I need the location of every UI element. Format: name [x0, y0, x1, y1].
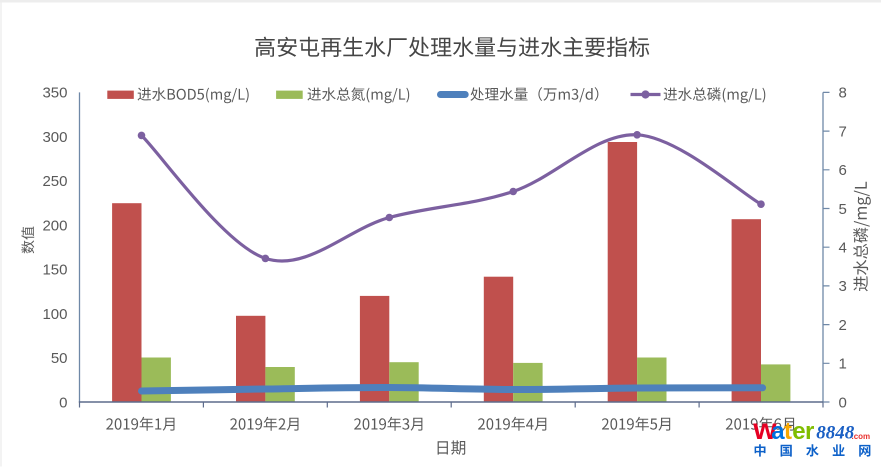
svg-text:.com: .com [852, 432, 871, 441]
svg-text:1: 1 [839, 356, 847, 373]
svg-text:e: e [792, 418, 805, 445]
svg-text:r: r [805, 418, 814, 445]
svg-text:2: 2 [839, 317, 847, 334]
svg-text:t: t [784, 418, 792, 445]
svg-text:5: 5 [839, 201, 847, 218]
svg-text:8: 8 [839, 85, 847, 102]
svg-text:6: 6 [839, 162, 847, 179]
svg-text:7: 7 [839, 123, 847, 140]
svg-text:300: 300 [42, 129, 67, 146]
svg-text:250: 250 [42, 173, 67, 190]
svg-text:150: 150 [42, 262, 67, 279]
svg-text:w: w [752, 413, 777, 446]
svg-text:4: 4 [839, 240, 847, 257]
svg-text:100: 100 [42, 306, 67, 323]
svg-text:a: a [771, 418, 785, 445]
svg-text:0: 0 [839, 394, 847, 411]
svg-text:3: 3 [839, 278, 847, 295]
svg-text:50: 50 [51, 350, 68, 367]
svg-text:0: 0 [59, 394, 67, 411]
svg-text:350: 350 [42, 85, 67, 102]
svg-text:200: 200 [42, 217, 67, 234]
svg-text:8848: 8848 [816, 423, 855, 444]
